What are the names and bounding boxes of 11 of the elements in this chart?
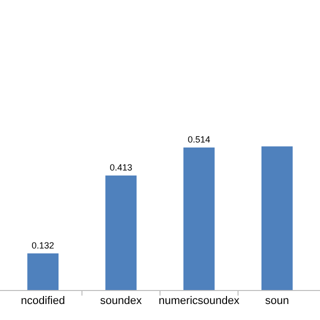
data-label: 0.132 — [32, 240, 54, 250]
bar — [261, 146, 293, 290]
bar — [183, 148, 215, 290]
data-label: 0.514 — [188, 134, 210, 145]
x-tick-label: soundex — [100, 295, 142, 308]
x-tick-label: numericsoundex — [158, 295, 240, 308]
bar — [27, 253, 59, 290]
data-label: 0.413 — [110, 162, 132, 173]
bar — [105, 176, 137, 290]
x-tick-label: soun — [265, 295, 289, 308]
x-tick-label: ncodified — [20, 295, 65, 308]
